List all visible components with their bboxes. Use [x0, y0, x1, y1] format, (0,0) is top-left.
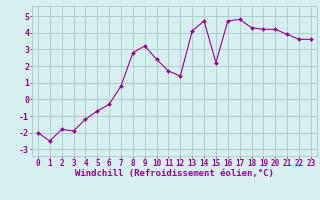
- X-axis label: Windchill (Refroidissement éolien,°C): Windchill (Refroidissement éolien,°C): [75, 169, 274, 178]
